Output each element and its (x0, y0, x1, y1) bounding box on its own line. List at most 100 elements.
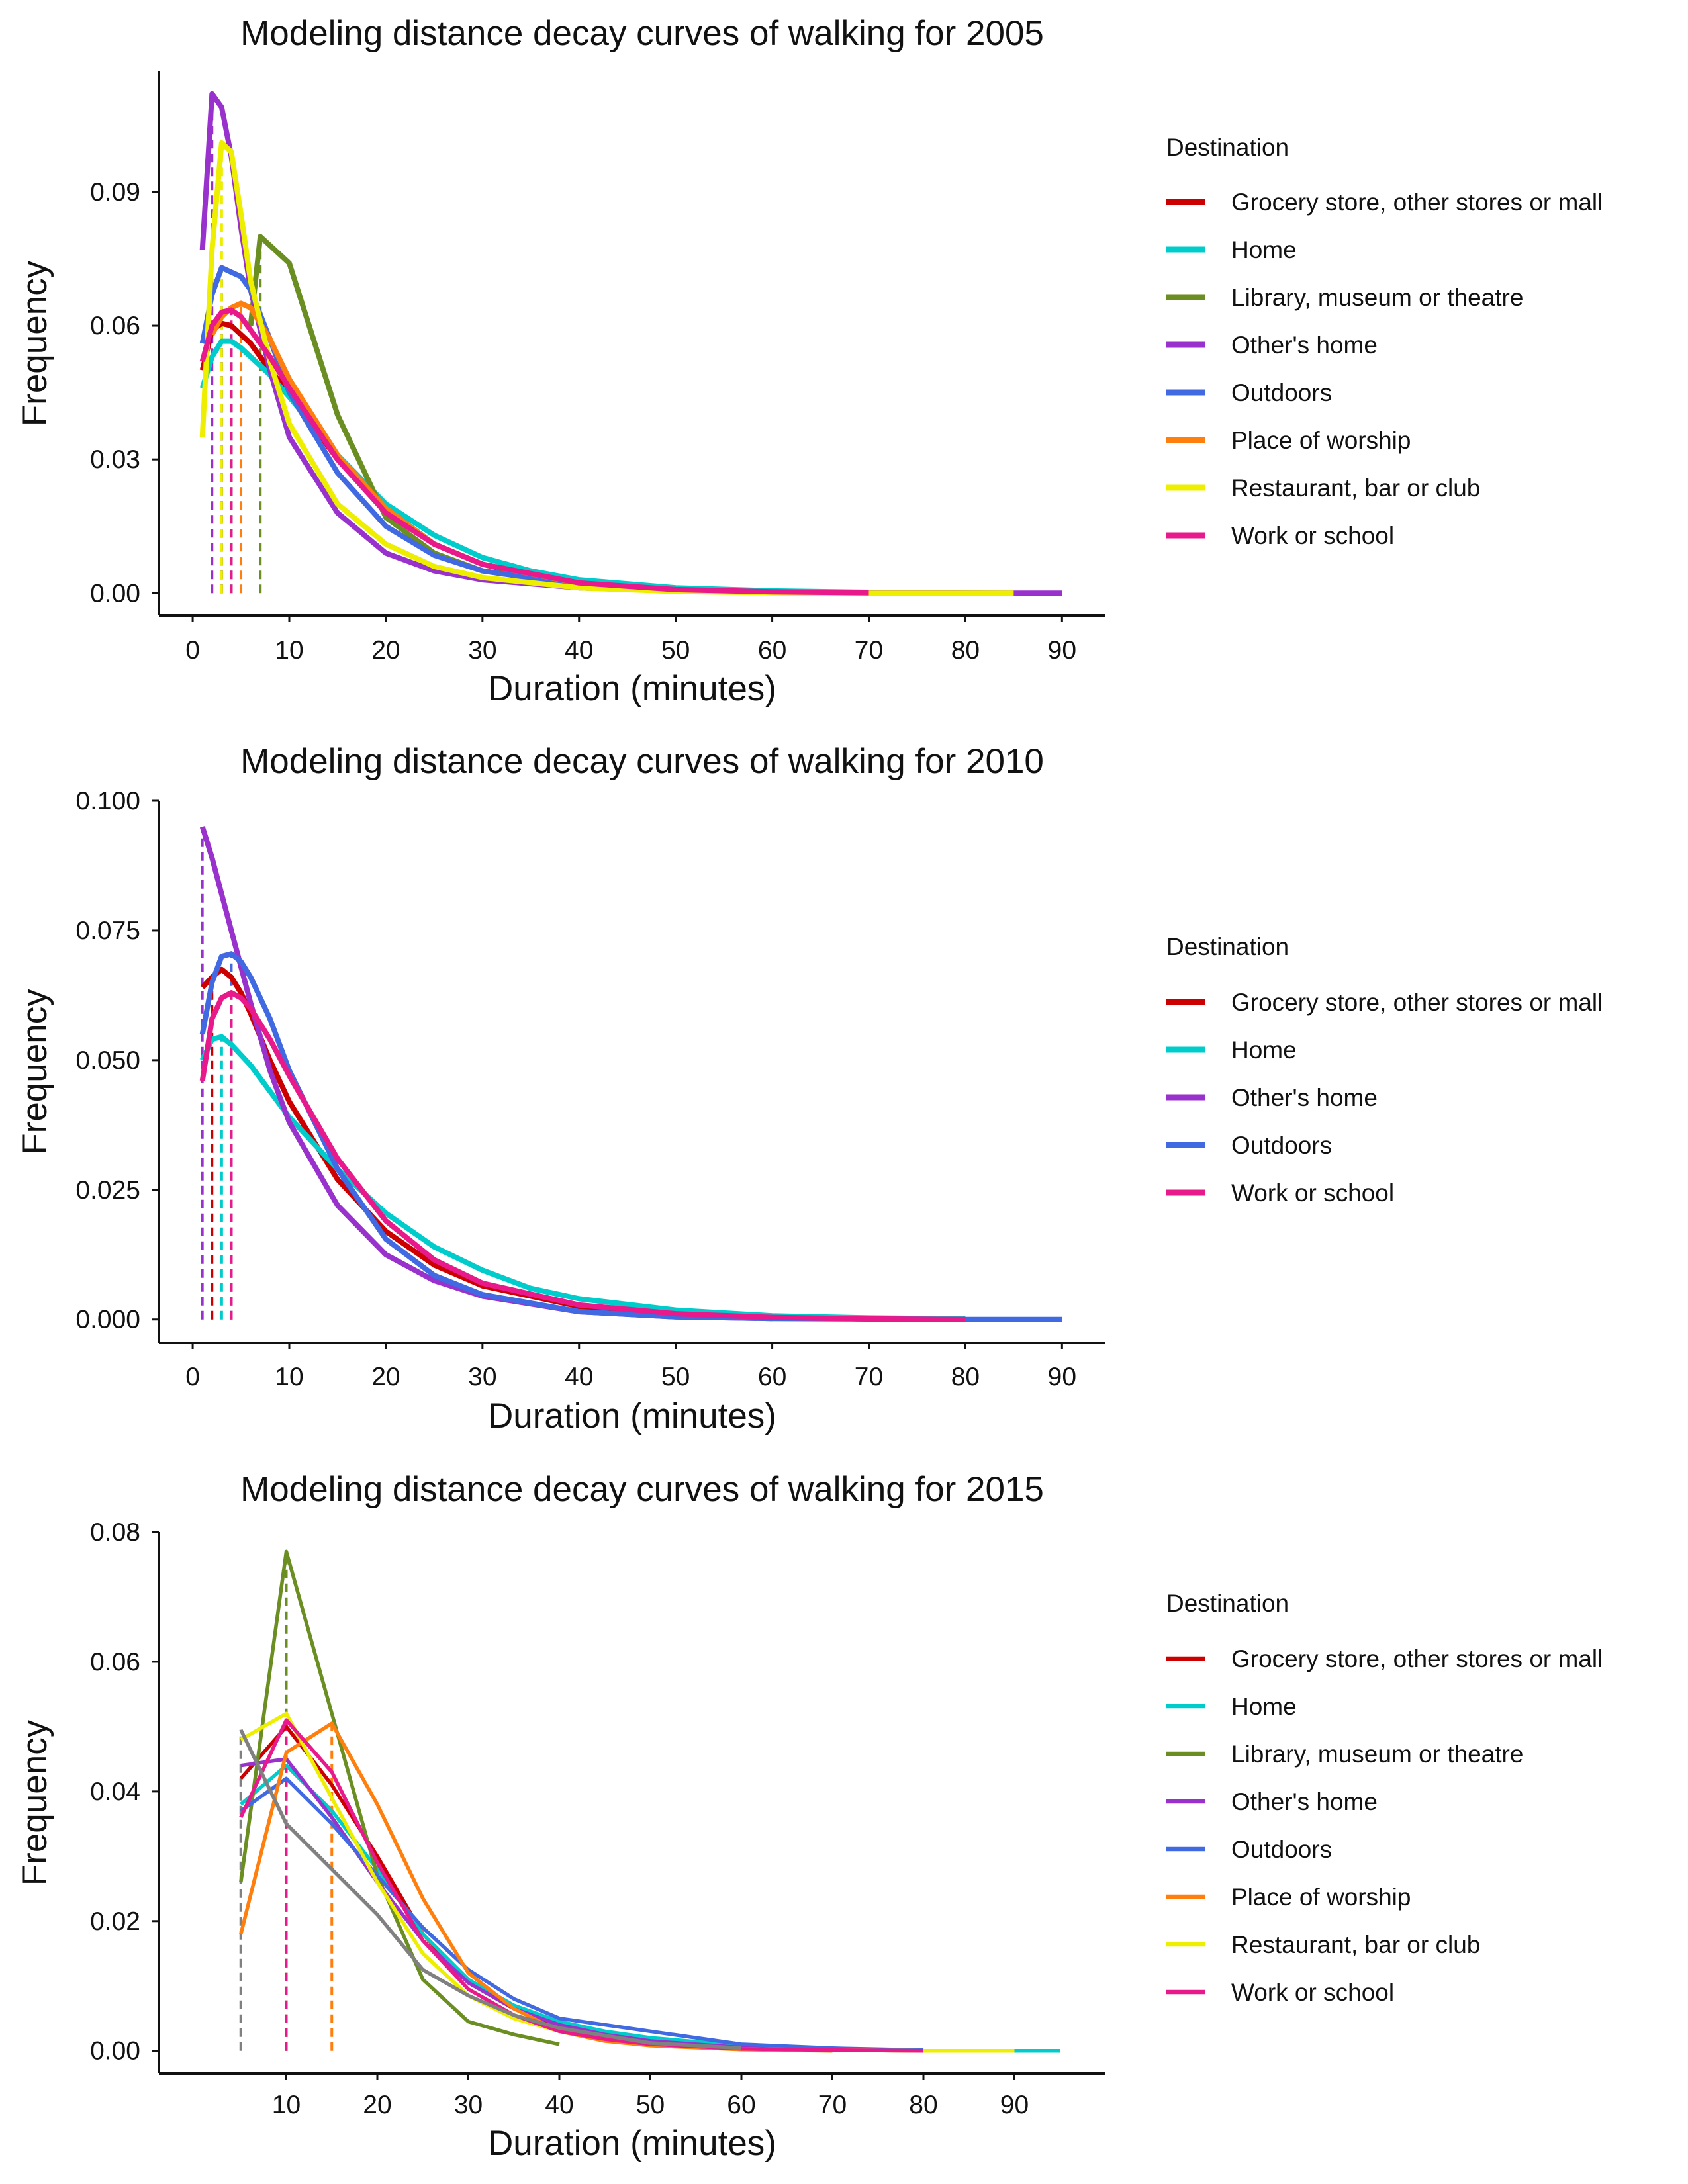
legend-label: Outdoors (1231, 379, 1332, 406)
legend-label: Restaurant, bar or club (1231, 475, 1480, 502)
series-line-8 (199, 307, 869, 596)
y-tick-label: 0.025 (75, 1176, 140, 1205)
chart-panel-3: Modeling distance decay curves of walkin… (15, 1470, 1603, 2163)
plot-area (199, 826, 1062, 1322)
legend-title: Destination (1166, 1590, 1289, 1617)
series-line-2 (240, 1763, 1060, 2053)
legend-label: Other's home (1231, 1788, 1378, 1815)
series-line-5 (199, 990, 966, 1322)
y-tick-label: 0.03 (90, 445, 140, 474)
x-tick-label: 50 (636, 2091, 665, 2119)
legend-label: Restaurant, bar or club (1231, 1931, 1480, 1958)
series-line-6 (239, 1721, 833, 2053)
chart-title: Modeling distance decay curves of walkin… (240, 742, 1044, 781)
legend-label: Work or school (1231, 1179, 1394, 1206)
x-tick-label: 60 (727, 2091, 755, 2119)
legend-label: Grocery store, other stores or mall (1231, 1645, 1603, 1672)
x-tick-label: 40 (565, 636, 593, 664)
plot-area (199, 91, 1062, 596)
y-tick-label: 0.000 (75, 1306, 140, 1334)
x-tick-label: 50 (661, 636, 690, 664)
y-tick-label: 0.09 (90, 178, 140, 206)
series-line-4 (199, 91, 1062, 596)
legend-label: Other's home (1231, 1084, 1378, 1111)
y-tick-label: 0.08 (90, 1518, 140, 1547)
x-tick-label: 40 (545, 2091, 573, 2119)
x-tick-label: 40 (565, 1363, 593, 1391)
chart-title: Modeling distance decay curves of walkin… (240, 1470, 1044, 1509)
x-tick-label: 0 (185, 636, 200, 664)
y-tick-label: 0.100 (75, 787, 140, 815)
x-tick-label: 20 (371, 1363, 400, 1391)
x-tick-label: 10 (275, 1363, 303, 1391)
legend-label: Grocery store, other stores or mall (1231, 989, 1603, 1016)
x-tick-label: 0 (185, 1363, 200, 1391)
legend-title: Destination (1166, 933, 1289, 960)
x-tick-label: 70 (855, 636, 883, 664)
chart-panel-1: Modeling distance decay curves of walkin… (15, 14, 1603, 708)
legend-label: Place of worship (1231, 1884, 1411, 1911)
y-tick-label: 0.06 (90, 312, 140, 340)
x-tick-label: 50 (661, 1363, 690, 1391)
x-tick-label: 90 (1000, 2091, 1029, 2119)
legend: Destination Grocery store, other stores o… (1166, 134, 1603, 549)
legend-label: Home (1231, 236, 1297, 263)
x-tick-label: 80 (951, 636, 980, 664)
x-tick-label: 70 (818, 2091, 847, 2119)
x-tick-label: 30 (468, 636, 496, 664)
y-axis-title: Frequency (15, 1719, 54, 1886)
chart-title: Modeling distance decay curves of walkin… (240, 14, 1044, 53)
x-tick-label: 90 (1048, 636, 1076, 664)
y-tick-label: 0.075 (75, 917, 140, 945)
x-tick-label: 80 (909, 2091, 937, 2119)
y-tick-label: 0.04 (90, 1778, 140, 1806)
series-line-1 (199, 320, 773, 595)
x-tick-label: 30 (454, 2091, 483, 2119)
series-line-4 (199, 951, 1062, 1322)
x-tick-label: 70 (855, 1363, 883, 1391)
legend: Destination Grocery store, other stores o… (1166, 1590, 1603, 2006)
x-tick-label: 60 (758, 1363, 786, 1391)
legend-label: Outdoors (1231, 1132, 1332, 1159)
x-axis-title: Duration (minutes) (488, 2124, 776, 2163)
series-line-7 (240, 1711, 1015, 2053)
legend-label: Home (1231, 1693, 1297, 1720)
legend-label: Work or school (1231, 1979, 1394, 2006)
series-line-9 (239, 1729, 742, 2050)
y-tick-label: 0.06 (90, 1648, 140, 1676)
x-tick-label: 10 (272, 2091, 301, 2119)
legend: Destination Grocery store, other stores o… (1166, 933, 1603, 1206)
legend-label: Library, museum or theatre (1231, 1741, 1523, 1768)
y-tick-label: 0.02 (90, 1907, 140, 1936)
x-tick-label: 20 (363, 2091, 391, 2119)
series-line-3 (239, 1549, 560, 2046)
legend-label: Work or school (1231, 522, 1394, 549)
y-tick-label: 0.00 (90, 2037, 140, 2066)
legend-label: Library, museum or theatre (1231, 284, 1523, 311)
y-axis-title: Frequency (15, 260, 54, 426)
y-axis-title: Frequency (15, 989, 54, 1155)
series-line-3 (248, 234, 773, 595)
series-line-8 (239, 1718, 924, 2053)
legend-title: Destination (1166, 134, 1289, 161)
legend-label: Place of worship (1231, 427, 1411, 454)
legend-label: Home (1231, 1036, 1297, 1064)
legend-label: Other's home (1231, 332, 1378, 359)
chart-panel-2: Modeling distance decay curves of walkin… (15, 742, 1603, 1435)
legend-label: Grocery store, other stores or mall (1231, 189, 1603, 216)
x-tick-label: 30 (468, 1363, 496, 1391)
series-line-2 (200, 1034, 966, 1322)
legend-label: Outdoors (1231, 1836, 1332, 1863)
x-tick-label: 90 (1048, 1363, 1076, 1391)
y-tick-label: 0.00 (90, 579, 140, 608)
y-tick-label: 0.050 (75, 1046, 140, 1075)
plot-area (239, 1549, 1060, 2053)
x-axis-title: Duration (minutes) (488, 669, 776, 708)
x-axis-title: Duration (minutes) (488, 1396, 776, 1435)
x-tick-label: 10 (275, 636, 303, 664)
x-tick-label: 60 (758, 636, 786, 664)
x-tick-label: 20 (371, 636, 400, 664)
series-line-5 (240, 1776, 924, 2052)
x-tick-label: 80 (951, 1363, 980, 1391)
